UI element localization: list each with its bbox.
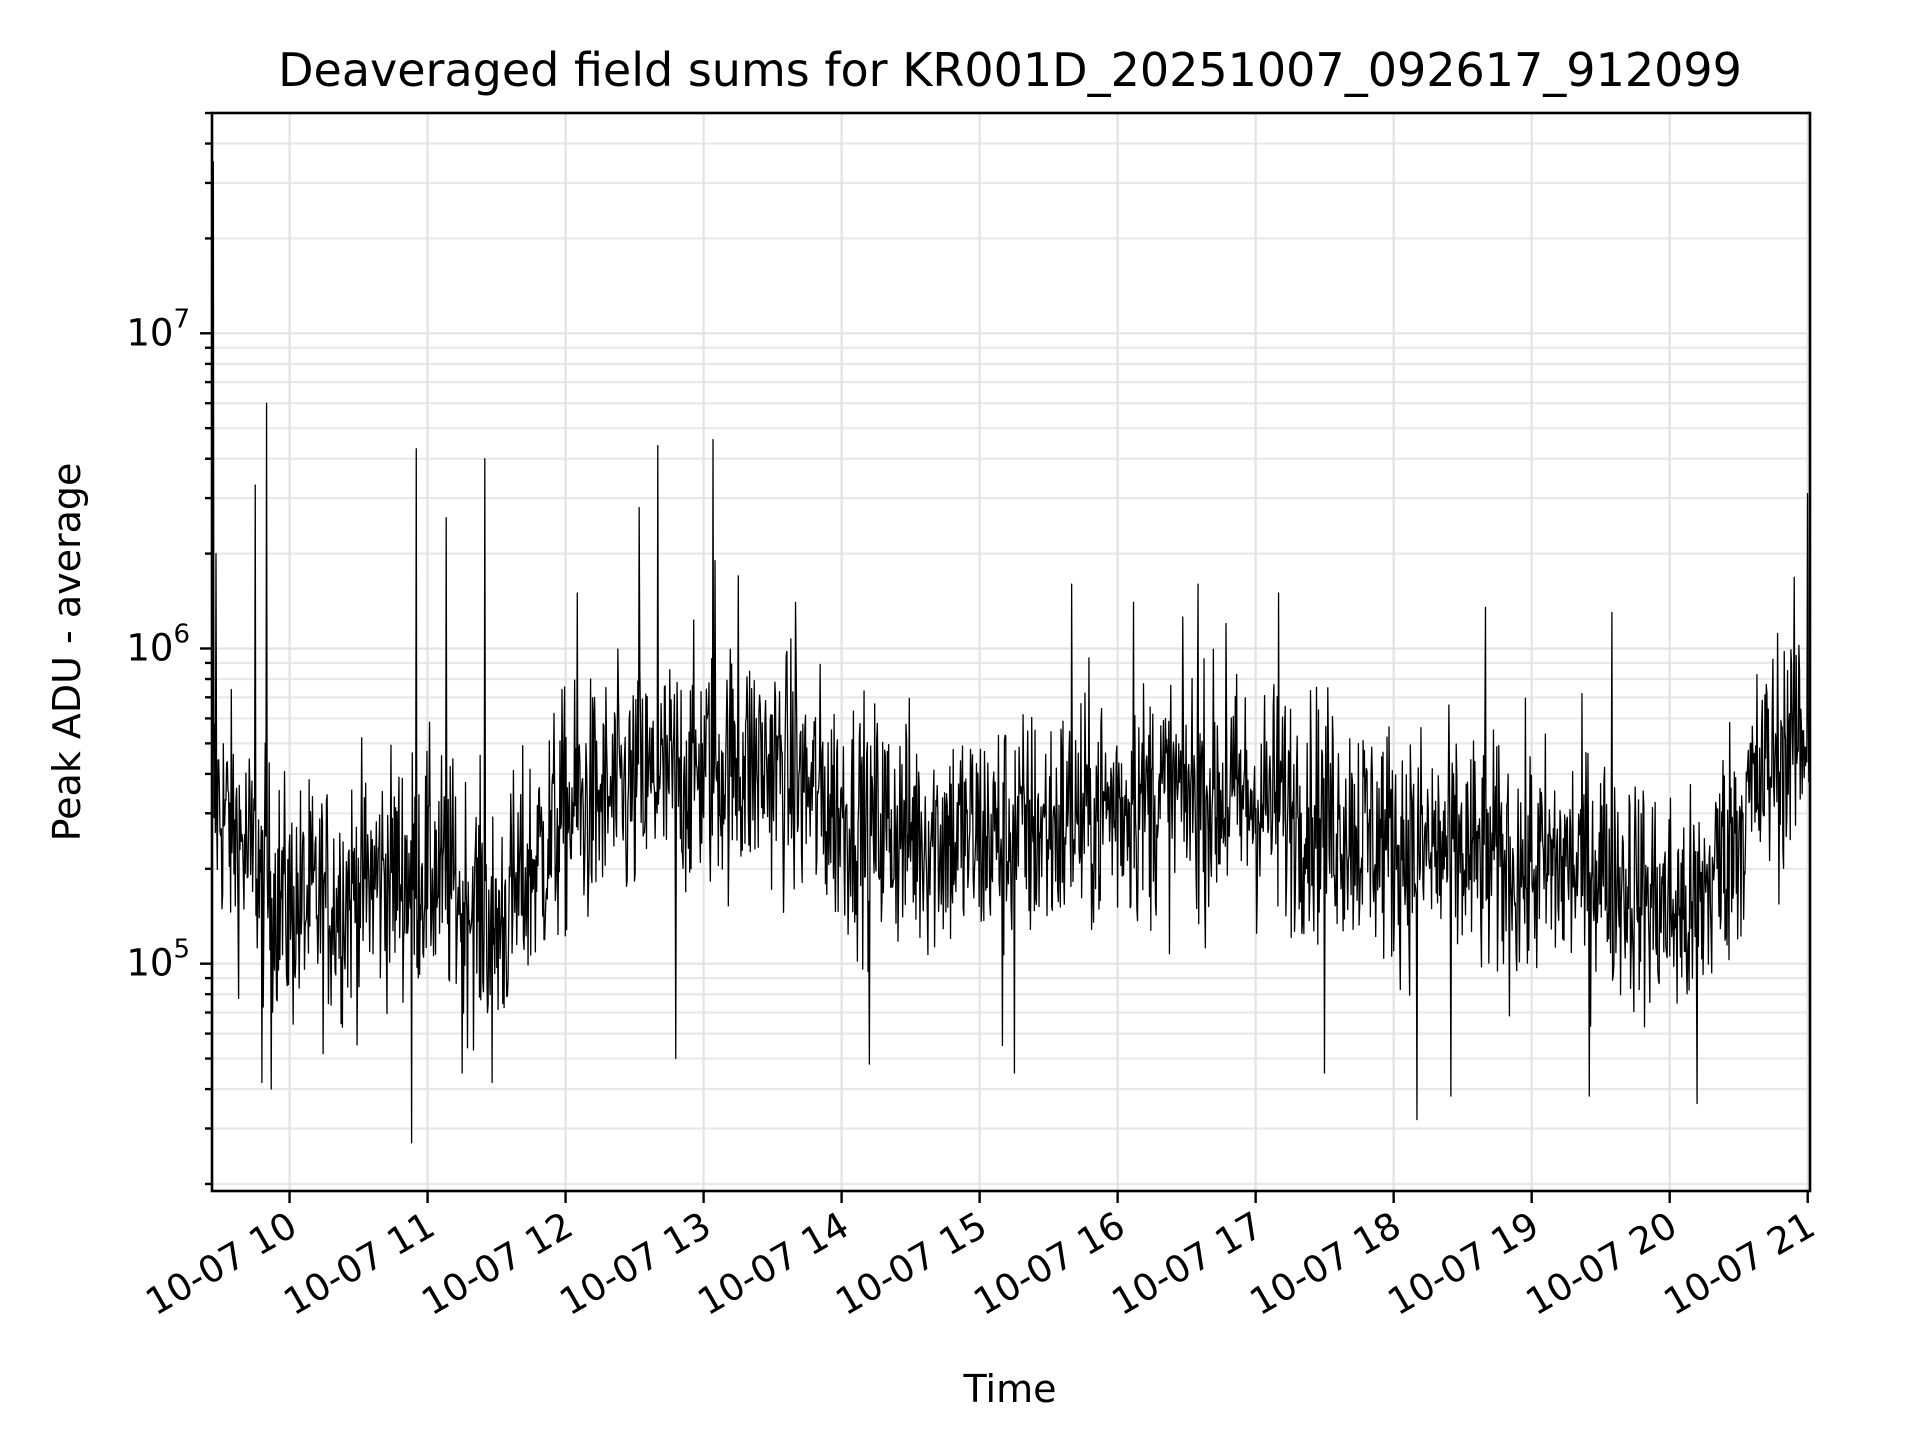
x-axis-label: Time (963, 1367, 1057, 1411)
plot-frame (210, 111, 1812, 1193)
chart-title: Deaveraged field sums for KR001D_2025100… (278, 43, 1742, 97)
y-axis-label: Peak ADU - average (45, 463, 89, 842)
y-tick-label-exponent: 5 (173, 935, 190, 965)
series-line (211, 161, 1810, 1144)
y-tick-label: 105 (126, 935, 190, 985)
y-tick-label-exponent: 6 (173, 619, 190, 649)
y-tick-label-base: 10 (126, 311, 173, 354)
y-tick-label-base: 10 (126, 626, 173, 669)
y-tick-label: 107 (126, 304, 190, 354)
y-tick-label-exponent: 7 (173, 304, 190, 334)
y-tick-label: 106 (126, 619, 190, 669)
series-layer (211, 161, 1810, 1144)
y-tick-label-base: 10 (126, 942, 173, 985)
